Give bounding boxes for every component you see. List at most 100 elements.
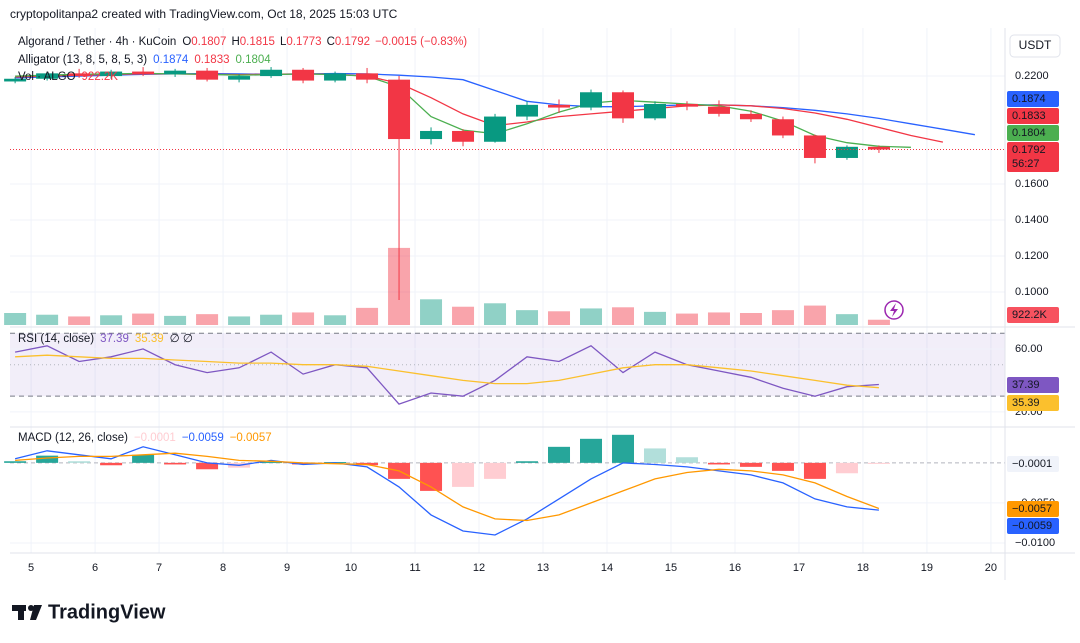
price-badge-label: 0.1792 <box>1012 144 1046 156</box>
candle-body <box>164 70 187 75</box>
volume-bar <box>580 308 603 325</box>
price-badge-label: −0.0057 <box>1012 503 1052 515</box>
histogram-bar <box>100 462 123 466</box>
candle-body <box>420 130 443 140</box>
header: cryptopolitanpa2 created with TradingVie… <box>10 7 398 21</box>
histogram-bar <box>196 462 219 470</box>
histogram-bar <box>36 455 59 463</box>
histogram-bar <box>452 462 475 487</box>
volume-bar <box>324 315 347 325</box>
legend-value: 0.1804 <box>236 54 272 66</box>
x-tick-label: 13 <box>537 562 549 574</box>
x-tick-label: 10 <box>345 562 357 574</box>
countdown: 56:27 <box>1012 158 1040 170</box>
price-badge <box>1007 456 1059 472</box>
volume-bar <box>452 306 475 325</box>
y-tick-label: 0.1400 <box>1015 214 1049 226</box>
price-badge <box>1007 125 1059 141</box>
volume-bar <box>356 307 379 325</box>
volume-bar <box>132 313 155 325</box>
legend-value: −0.0057 <box>230 432 272 444</box>
rsi-line <box>15 354 879 389</box>
volume-title: Vol · ALGO <box>18 71 76 83</box>
x-tick-label: 5 <box>28 562 34 574</box>
price-badge-label: −0.0059 <box>1012 520 1052 532</box>
volume-bar <box>4 313 27 325</box>
volume-bar <box>260 314 283 325</box>
logo-mark <box>18 605 24 620</box>
histogram-bar <box>675 457 698 463</box>
symbol-title: Algorand / Tether · 4h · KuCoin <box>18 36 176 48</box>
volume-bar <box>771 310 794 325</box>
logo-mark <box>30 605 42 620</box>
legend-value: −0.0001 <box>134 432 176 444</box>
ohlc-label: L <box>280 36 287 48</box>
candle-body <box>707 106 730 114</box>
x-tick-label: 18 <box>857 562 869 574</box>
price-badge <box>1007 377 1059 393</box>
histogram-bar <box>164 462 187 465</box>
price-badge <box>1007 501 1059 517</box>
y-tick-label: −0.0100 <box>1015 537 1055 549</box>
y-tick-label: 0.1200 <box>1015 250 1049 262</box>
histogram-bar <box>580 438 603 463</box>
price-badge <box>1007 518 1059 534</box>
x-tick-label: 14 <box>601 562 613 574</box>
x-tick-label: 19 <box>921 562 933 574</box>
legend-row: Vol · ALGO 922.2K <box>18 71 118 83</box>
x-tick-label: 16 <box>729 562 741 574</box>
x-tick-label: 15 <box>665 562 677 574</box>
price-badge-label: 35.39 <box>1012 397 1040 409</box>
legend-row: Algorand / Tether · 4h · KuCoin O0.1807 H0… <box>18 36 467 48</box>
legend-value: 35.39 <box>135 333 164 345</box>
currency[interactable]: USDT <box>1019 38 1052 52</box>
change: −0.0015 (−0.83%) <box>375 36 467 48</box>
candle-body <box>643 103 666 119</box>
price-badge-label: 0.1804 <box>1012 127 1046 139</box>
volume-bar <box>516 310 539 325</box>
volume-bar <box>292 312 315 325</box>
legend-value: 0.1874 <box>153 54 189 66</box>
candle-body <box>68 73 91 77</box>
y-tick-label: 0.1000 <box>1015 286 1049 298</box>
candle-body <box>675 103 698 107</box>
volume-bar <box>196 314 219 325</box>
macd-line <box>14 446 879 536</box>
histogram-bar <box>516 461 539 463</box>
legend-row: Alligator (13, 8, 5, 8, 5, 3) 0.1874 0.183… <box>18 54 271 66</box>
volume-bar <box>835 314 858 325</box>
x-tick-label: 7 <box>156 562 162 574</box>
x-tick-label: 20 <box>985 562 997 574</box>
currency-box[interactable] <box>1009 34 1061 58</box>
candle-body <box>260 69 283 77</box>
candle-body <box>835 146 858 158</box>
plot <box>4 67 1005 536</box>
volume-bar <box>675 313 698 325</box>
candle-body <box>132 71 155 75</box>
ohlc-label: H <box>231 36 239 48</box>
histogram-bar <box>739 462 762 467</box>
alert-icon[interactable] <box>884 300 904 320</box>
macd-line <box>15 452 880 522</box>
price-badge <box>1007 307 1059 323</box>
legend-extra: ∅ ∅ <box>170 333 193 345</box>
candle-body <box>867 146 890 150</box>
legend-value: 37.39 <box>100 333 129 345</box>
price-badge-label: 37.39 <box>1012 379 1040 391</box>
volume-bar <box>484 303 507 325</box>
price-badge-label: 0.1833 <box>1012 110 1046 122</box>
volume-bar <box>100 315 123 325</box>
legend-row: RSI (14, close) 37.39 35.39 ∅ ∅ <box>18 333 193 345</box>
price-badge-label: 922.2K <box>1012 309 1048 321</box>
histogram-bar <box>260 462 283 464</box>
histogram-bar <box>292 462 315 465</box>
candle-body <box>324 73 347 81</box>
indicator-title: MACD (12, 26, close) <box>18 432 128 444</box>
volume-bar <box>228 316 251 325</box>
price-badge-label: 0.1874 <box>1012 93 1046 105</box>
volume-bar <box>611 307 634 325</box>
volume-bar <box>707 312 730 325</box>
candle-body <box>739 113 762 120</box>
